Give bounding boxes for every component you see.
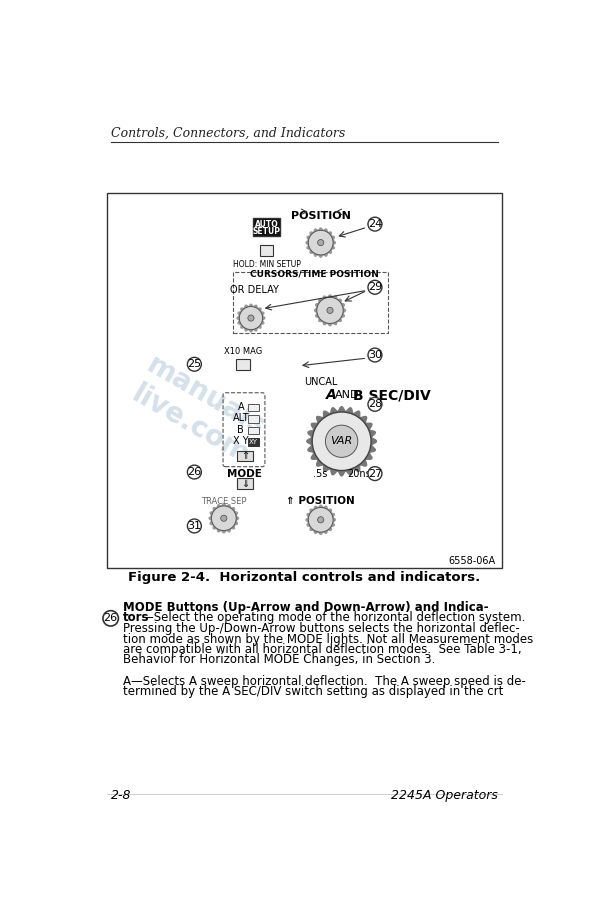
Bar: [248, 404, 259, 411]
Text: TRACE SEP: TRACE SEP: [201, 497, 247, 506]
Text: A—Selects A sweep horizontal deflection.  The A sweep speed is de-: A—Selects A sweep horizontal deflection.…: [123, 675, 526, 688]
Text: OR DELAY: OR DELAY: [230, 285, 279, 296]
Bar: [248, 415, 259, 423]
Text: Pressing the Up-/Down-Arrow buttons selects the horizontal deflec-: Pressing the Up-/Down-Arrow buttons sele…: [123, 622, 520, 635]
Text: termined by the A SEC/DIV switch setting as displayed in the crt: termined by the A SEC/DIV switch setting…: [123, 685, 504, 698]
Circle shape: [187, 519, 201, 532]
Text: X Y: X Y: [233, 436, 249, 446]
Circle shape: [326, 425, 358, 457]
Circle shape: [239, 307, 263, 330]
Bar: [107, 194, 502, 568]
Text: AND: AND: [334, 390, 359, 400]
Circle shape: [187, 357, 201, 371]
Text: ⇑ POSITION: ⇑ POSITION: [286, 497, 355, 507]
Text: Figure 2-4.  Horizontal controls and indicators.: Figure 2-4. Horizontal controls and indi…: [128, 571, 481, 585]
Polygon shape: [307, 407, 377, 476]
Text: 26: 26: [187, 467, 201, 477]
Circle shape: [317, 297, 343, 323]
Circle shape: [327, 308, 333, 313]
Text: tors: tors: [123, 611, 150, 624]
Polygon shape: [209, 504, 239, 532]
Circle shape: [312, 412, 371, 471]
Bar: [233, 272, 388, 333]
Text: VAR: VAR: [330, 436, 353, 446]
Text: Controls, Connectors, and Indicators: Controls, Connectors, and Indicators: [110, 127, 345, 140]
Circle shape: [368, 466, 382, 480]
Circle shape: [248, 315, 254, 321]
Text: manuals
live.com: manuals live.com: [126, 352, 270, 470]
Text: 20ns: 20ns: [347, 468, 371, 478]
Text: X10 MAG: X10 MAG: [224, 347, 263, 356]
Bar: [236, 359, 250, 370]
Text: are compatible with all horizontal deflection modes.  See Table 3-1,: are compatible with all horizontal defle…: [123, 643, 522, 656]
Text: XY: XY: [249, 439, 258, 445]
Text: .5s: .5s: [312, 468, 327, 478]
Text: 6558-06A: 6558-06A: [448, 556, 496, 566]
Text: 2-8: 2-8: [110, 789, 131, 802]
Text: 24: 24: [368, 219, 382, 230]
Text: A: A: [326, 388, 337, 402]
Bar: [237, 478, 252, 489]
Text: 30: 30: [368, 350, 382, 360]
Text: ⇑: ⇑: [241, 451, 249, 461]
Circle shape: [368, 397, 382, 411]
Text: 26: 26: [103, 613, 118, 623]
Circle shape: [308, 508, 333, 532]
Circle shape: [211, 506, 236, 531]
Circle shape: [368, 218, 382, 231]
Polygon shape: [306, 228, 336, 257]
Text: A: A: [238, 401, 244, 411]
Text: 28: 28: [368, 399, 382, 409]
Text: 27: 27: [368, 468, 382, 478]
Text: SETUP: SETUP: [252, 227, 280, 236]
Text: MODE: MODE: [228, 468, 262, 478]
Polygon shape: [315, 295, 346, 326]
Text: ALT: ALT: [233, 413, 249, 423]
Text: 2245A Operators: 2245A Operators: [391, 789, 498, 802]
Text: UNCAL: UNCAL: [304, 377, 337, 387]
Text: HOLD: MIN SETUP: HOLD: MIN SETUP: [232, 260, 301, 269]
Text: 31: 31: [187, 521, 201, 531]
Bar: [260, 245, 273, 256]
Text: AUTO: AUTO: [255, 219, 279, 229]
Polygon shape: [306, 505, 336, 534]
Text: CURSORS/TIME POSITION: CURSORS/TIME POSITION: [250, 270, 379, 279]
Text: B: B: [238, 425, 244, 435]
Circle shape: [318, 517, 324, 523]
Bar: [248, 427, 259, 434]
Polygon shape: [237, 304, 265, 332]
Bar: [248, 438, 259, 446]
Circle shape: [221, 515, 227, 521]
Circle shape: [308, 230, 333, 255]
Text: 25: 25: [187, 359, 201, 369]
Circle shape: [187, 465, 201, 479]
Text: ⇓: ⇓: [241, 478, 249, 488]
Circle shape: [318, 240, 324, 246]
Text: 29: 29: [368, 282, 382, 292]
Text: —Select the operating mode of the horizontal deflection system.: —Select the operating mode of the horizo…: [142, 611, 525, 624]
Text: MODE Buttons (Up-Arrow and Down-Arrow) and Indica-: MODE Buttons (Up-Arrow and Down-Arrow) a…: [123, 600, 489, 613]
Bar: [237, 451, 252, 461]
Circle shape: [368, 280, 382, 294]
Circle shape: [103, 610, 118, 626]
Text: Behavior for Horizontal MODE Changes, in Section 3.: Behavior for Horizontal MODE Changes, in…: [123, 654, 435, 666]
Text: POSITION: POSITION: [290, 211, 350, 221]
Text: B SEC/DIV: B SEC/DIV: [353, 388, 431, 402]
Bar: [252, 218, 280, 237]
Circle shape: [368, 348, 382, 362]
Text: tion mode as shown by the MODE lights. Not all Measurement modes: tion mode as shown by the MODE lights. N…: [123, 633, 533, 645]
